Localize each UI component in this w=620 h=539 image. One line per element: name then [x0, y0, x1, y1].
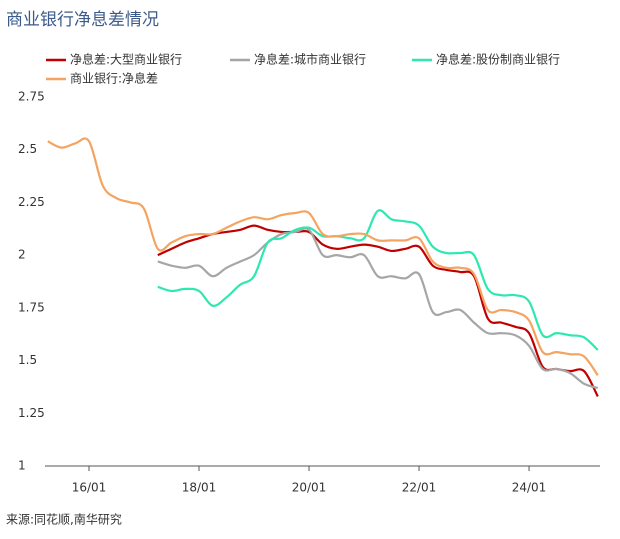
y-tick-label: 1.5	[18, 353, 37, 367]
x-tick-label: 20/01	[292, 481, 327, 495]
series-line	[47, 137, 599, 376]
series-line	[157, 227, 599, 390]
legend-label: 净息差:大型商业银行	[70, 52, 182, 67]
y-tick-label: 1.75	[18, 300, 45, 314]
y-tick-label: 2.75	[18, 90, 45, 104]
y-tick-label: 2.25	[18, 195, 45, 209]
y-tick-label: 1	[18, 459, 26, 473]
y-tick-label: 1.25	[18, 406, 45, 420]
legend-label: 净息差:股份制商业银行	[436, 52, 560, 67]
series-line	[157, 224, 599, 397]
y-tick-label: 2.5	[18, 142, 37, 156]
x-tick-label: 24/01	[512, 481, 547, 495]
legend-label: 商业银行:净息差	[70, 71, 158, 86]
x-tick-label: 16/01	[72, 481, 107, 495]
series-line	[157, 209, 599, 351]
legend-label: 净息差:城市商业银行	[254, 52, 366, 67]
y-tick-label: 2	[18, 248, 26, 262]
x-tick-label: 22/01	[402, 481, 437, 495]
x-tick-label: 18/01	[182, 481, 217, 495]
source-note: 来源:同花顺,南华研究	[6, 512, 122, 527]
chart-title: 商业银行净息差情况	[6, 10, 159, 30]
